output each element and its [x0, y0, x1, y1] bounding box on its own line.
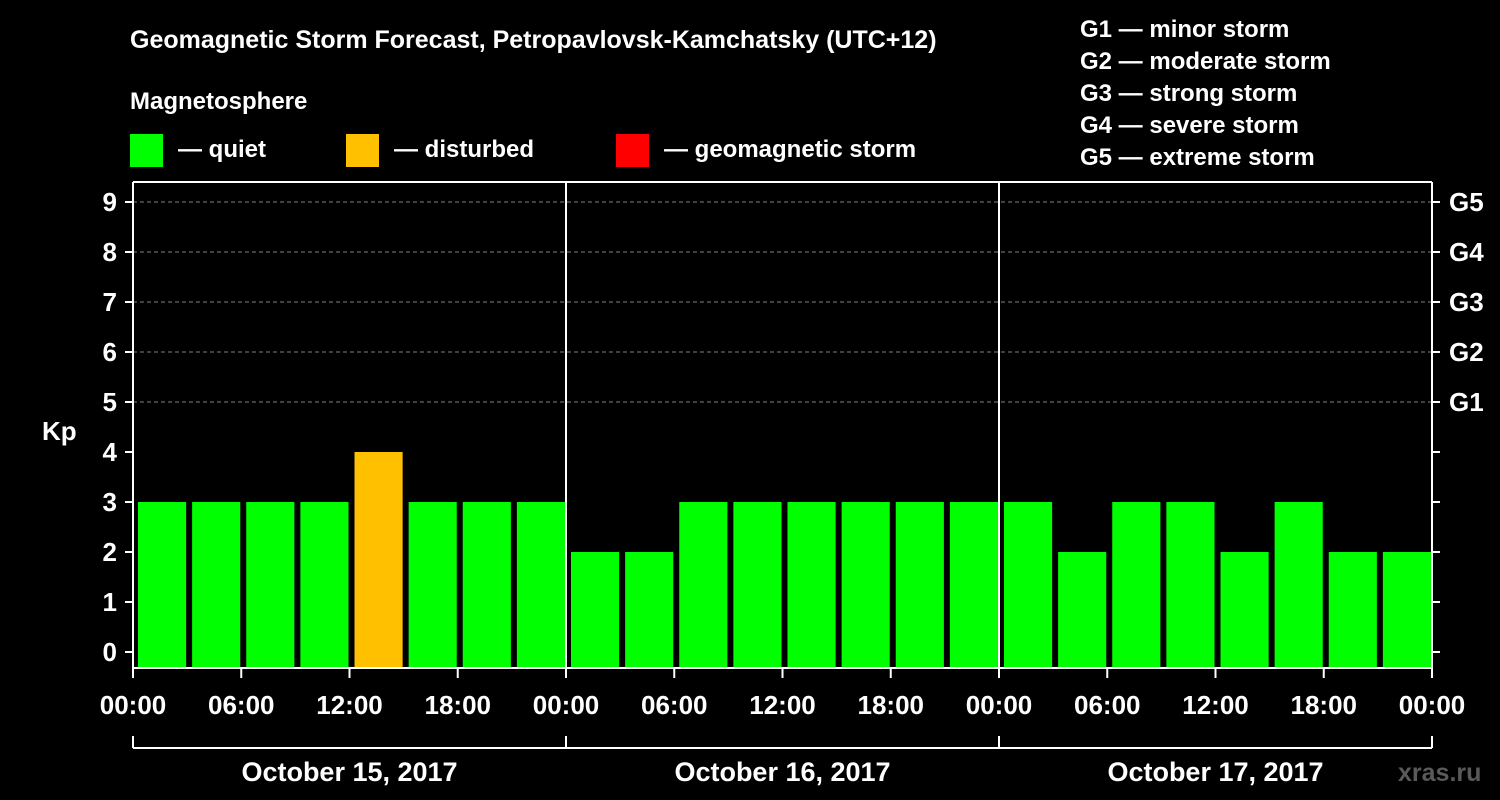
day-label-2: October 17, 2017 — [1107, 757, 1323, 787]
x-tick-label-10: 12:00 — [1182, 690, 1249, 720]
x-tick-label-7: 18:00 — [858, 690, 925, 720]
legend-swatch-storm — [616, 134, 649, 167]
y-axis-label: Kp — [42, 416, 77, 446]
storm-scale-g3: G3 — strong storm — [1080, 80, 1297, 107]
chart-title: Geomagnetic Storm Forecast, Petropavlovs… — [130, 26, 937, 54]
g-scale-ticks: G1 G2 G3 G4 G5 — [1432, 187, 1484, 653]
y-tick-label-7: 7 — [103, 287, 117, 317]
storm-scale-legend: G1 — minor storm G2 — moderate storm G3 … — [1080, 16, 1331, 171]
bar-14 — [895, 502, 944, 668]
legend: — quiet — disturbed — geomagnetic storm — [130, 134, 916, 167]
bar-0 — [138, 502, 187, 668]
x-axis-ticks: 00:00 06:00 12:00 18:00 00:00 06:00 12:00 18:00… — [100, 668, 1466, 720]
x-tick-label-12: 00:00 — [1399, 690, 1466, 720]
bar-16 — [1004, 502, 1053, 668]
bar-13 — [841, 502, 890, 668]
bar-22 — [1328, 552, 1377, 668]
y-tick-label-3: 3 — [103, 487, 117, 517]
x-tick-label-8: 00:00 — [966, 690, 1033, 720]
storm-scale-g1: G1 — minor storm — [1080, 16, 1289, 43]
y-tick-label-6: 6 — [103, 337, 117, 367]
legend-swatch-quiet — [130, 134, 163, 167]
bar-8 — [571, 552, 620, 668]
g-scale-label-g3: G3 — [1449, 287, 1484, 317]
y-tick-label-0: 0 — [103, 637, 117, 667]
day-label-0: October 15, 2017 — [241, 757, 457, 787]
bar-21 — [1274, 502, 1323, 668]
g-scale-label-g4: G4 — [1449, 237, 1484, 267]
x-tick-label-4: 00:00 — [533, 690, 600, 720]
bar-3 — [300, 502, 349, 668]
storm-scale-g4: G4 — severe storm — [1080, 112, 1299, 139]
day-label-1: October 16, 2017 — [674, 757, 890, 787]
storm-scale-g5: G5 — extreme storm — [1080, 144, 1315, 171]
bars — [138, 452, 1431, 668]
bar-1 — [192, 502, 241, 668]
y-axis-ticks: 0 1 2 3 4 5 6 7 8 9 — [103, 187, 133, 667]
bar-6 — [462, 502, 511, 668]
y-tick-label-8: 8 — [103, 237, 117, 267]
bar-2 — [246, 502, 295, 668]
watermark: xras.ru — [1398, 759, 1481, 787]
bar-20 — [1220, 552, 1269, 668]
g-scale-label-g5: G5 — [1449, 187, 1484, 217]
y-tick-label-1: 1 — [103, 587, 117, 617]
g-scale-label-g1: G1 — [1449, 387, 1484, 417]
storm-scale-g2: G2 — moderate storm — [1080, 48, 1331, 75]
x-tick-label-0: 00:00 — [100, 690, 167, 720]
bar-11 — [733, 502, 782, 668]
x-tick-label-11: 18:00 — [1291, 690, 1358, 720]
bar-23 — [1382, 552, 1431, 668]
y-tick-label-9: 9 — [103, 187, 117, 217]
legend-label-quiet: — quiet — [178, 136, 266, 163]
x-tick-label-2: 12:00 — [316, 690, 383, 720]
day-labels: October 15, 2017 October 16, 2017 October … — [132, 736, 1433, 787]
legend-title: Magnetosphere — [130, 88, 307, 115]
bar-7 — [516, 502, 565, 668]
bar-15 — [949, 502, 998, 668]
bar-17 — [1058, 552, 1107, 668]
x-tick-label-9: 06:00 — [1074, 690, 1141, 720]
bar-5 — [408, 502, 457, 668]
y-tick-label-5: 5 — [103, 387, 117, 417]
y-tick-label-2: 2 — [103, 537, 117, 567]
legend-label-disturbed: — disturbed — [394, 136, 534, 163]
bar-18 — [1112, 502, 1161, 668]
bar-10 — [679, 502, 728, 668]
bar-12 — [787, 502, 836, 668]
x-tick-label-5: 06:00 — [641, 690, 708, 720]
bar-4 — [354, 452, 403, 668]
x-tick-label-6: 12:00 — [749, 690, 816, 720]
x-tick-label-1: 06:00 — [208, 690, 275, 720]
x-tick-label-3: 18:00 — [425, 690, 492, 720]
g-scale-label-g2: G2 — [1449, 337, 1484, 367]
bar-19 — [1166, 502, 1215, 668]
legend-label-storm: — geomagnetic storm — [664, 136, 916, 163]
y-tick-label-4: 4 — [103, 437, 118, 467]
bar-9 — [625, 552, 674, 668]
plot-frame — [132, 181, 1433, 669]
legend-swatch-disturbed — [346, 134, 379, 167]
